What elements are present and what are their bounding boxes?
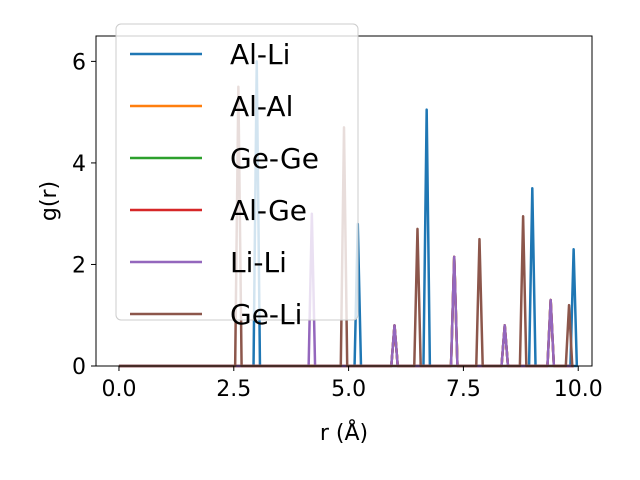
legend-label: Li-Li [230,246,287,279]
y-tick-label: 0 [72,355,86,380]
y-tick-label: 4 [72,152,86,177]
y-tick-label: 2 [72,253,86,278]
x-axis: 0.0 2.5 5.0 7.5 10.0 [101,366,603,402]
legend-label: Al-Li [230,38,290,71]
x-tick-label: 7.5 [446,377,481,402]
legend-label: Al-Al [230,90,293,123]
y-tick-label: 6 [72,50,86,75]
x-tick-label: 5.0 [331,377,366,402]
x-tick-label: 10.0 [554,377,603,402]
legend-label: Ge-Ge [230,142,319,175]
legend-box [115,23,359,321]
y-axis: 0 2 4 6 [72,50,96,380]
legend-label: Ge-Li [230,298,302,331]
x-axis-label: r (Å) [320,419,368,446]
legend-label: Al-Ge [230,194,307,227]
x-tick-label: 0.0 [101,377,136,402]
x-tick-label: 2.5 [216,377,251,402]
legend: Al-Li Al-Al Ge-Ge Al-Ge Li-Li Ge-Li [115,23,359,331]
y-axis-label: g(r) [37,181,62,221]
